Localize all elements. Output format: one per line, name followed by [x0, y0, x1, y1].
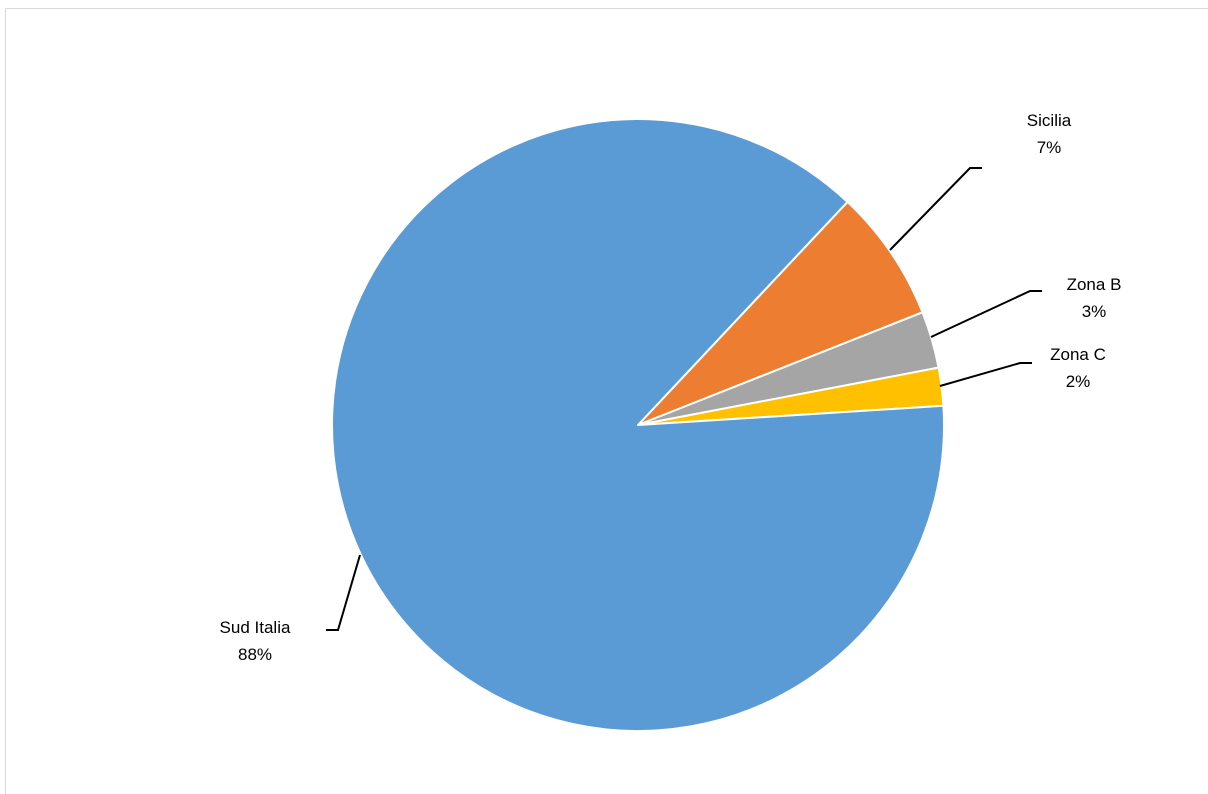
leader-line-zona-c — [939, 362, 1032, 387]
leader-line-sicilia — [889, 167, 982, 251]
data-labels: Sicilia 7% Zona B 3% Zona C 2% Sud Italia 88% — [220, 111, 1122, 664]
data-label-value-zona-c: 2% — [1066, 372, 1091, 391]
data-label-value-sud-italia: 88% — [238, 645, 272, 664]
pie-slice-sicilia — [637, 200, 924, 426]
data-label-name-sicilia: Sicilia — [1027, 111, 1072, 130]
leader-line-zona-b — [930, 290, 1042, 338]
leader-lines — [326, 167, 1042, 631]
pie-slices — [331, 118, 945, 732]
data-label-value-sicilia: 7% — [1037, 138, 1062, 157]
leader-line-sud-italia — [326, 554, 361, 631]
pie-slice-sud-italia — [331, 118, 945, 732]
data-label-value-zona-b: 3% — [1082, 302, 1107, 321]
data-label-name-zona-c: Zona C — [1050, 345, 1106, 364]
data-label-name-zona-b: Zona B — [1067, 275, 1122, 294]
data-label-name-sud-italia: Sud Italia — [220, 618, 291, 637]
